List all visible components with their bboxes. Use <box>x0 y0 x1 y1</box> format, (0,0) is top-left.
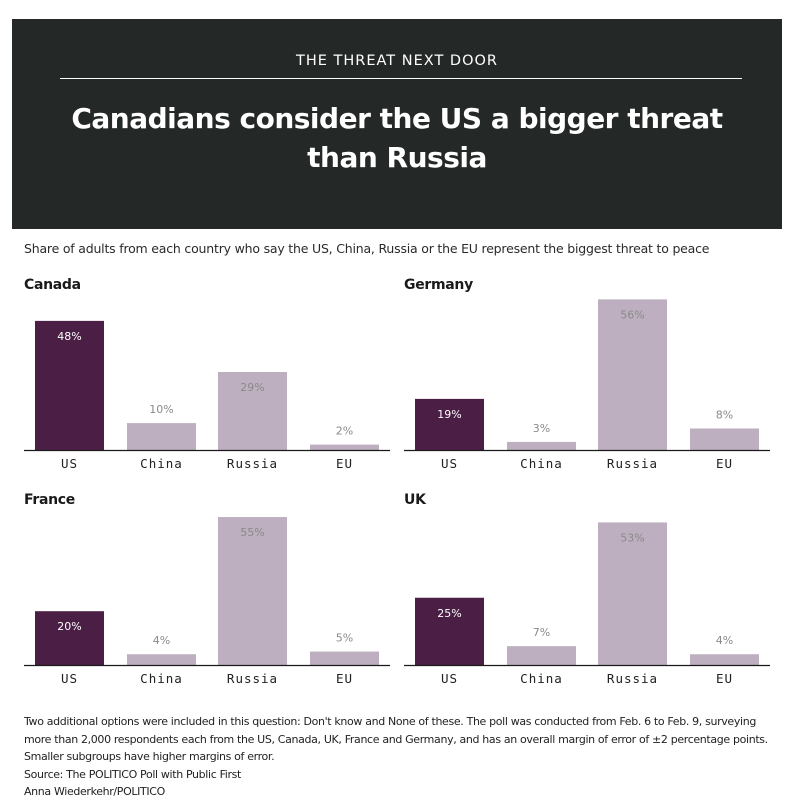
panel-title-france: France <box>24 492 75 508</box>
tick-label-france-us: US <box>61 671 78 686</box>
bar-germany-us <box>415 398 484 450</box>
bar-canada-russia <box>218 371 287 450</box>
tick-label-uk-eu: EU <box>716 671 733 686</box>
tick-label-germany-russia: Russia <box>607 456 658 471</box>
bar-uk-russia <box>598 522 667 665</box>
chart-canada: 48% US 10% China 29% Russia 2% EU <box>24 320 390 471</box>
value-label-uk-russia: 53% <box>620 531 644 544</box>
tick-label-canada-china: China <box>140 456 183 471</box>
tick-label-germany-us: US <box>441 456 458 471</box>
bar-germany-eu <box>690 428 759 450</box>
tick-label-germany-china: China <box>520 456 563 471</box>
tick-label-canada-us: US <box>61 456 78 471</box>
bar-france-russia <box>218 517 287 665</box>
bar-france-us <box>35 611 104 665</box>
panel-title-canada: Canada <box>24 277 81 293</box>
header-banner: THE THREAT NEXT DOOR Canadians consider … <box>12 19 782 229</box>
bar-germany-china <box>507 441 576 450</box>
tick-label-france-russia: Russia <box>227 671 278 686</box>
chart-germany: 19% US 3% China 56% Russia 8% EU <box>404 299 770 471</box>
tick-label-uk-china: China <box>520 671 563 686</box>
value-label-france-eu: 5% <box>336 632 353 645</box>
page-title: Canadians consider the US a bigger threa… <box>71 102 723 174</box>
value-label-canada-eu: 2% <box>336 425 353 438</box>
value-label-germany-eu: 8% <box>716 408 733 421</box>
tick-label-france-china: China <box>140 671 183 686</box>
bar-canada-us <box>35 320 104 450</box>
kicker: THE THREAT NEXT DOOR <box>295 53 498 69</box>
value-label-uk-china: 7% <box>533 626 550 639</box>
value-label-germany-china: 3% <box>533 422 550 435</box>
value-label-france-china: 4% <box>153 634 170 647</box>
value-label-uk-eu: 4% <box>716 634 733 647</box>
value-label-france-russia: 55% <box>240 526 264 539</box>
bar-france-eu <box>310 651 379 665</box>
chart-notes: Two additional options were included in … <box>24 713 774 801</box>
header-divider <box>60 78 742 79</box>
panel-title-germany: Germany <box>404 277 473 293</box>
tick-label-canada-eu: EU <box>336 456 353 471</box>
source-note: Source: The POLITICO Poll with Public Fi… <box>24 767 241 781</box>
chart-subtitle: Share of adults from each country who sa… <box>24 241 710 256</box>
tick-label-uk-russia: Russia <box>607 671 658 686</box>
tick-label-germany-eu: EU <box>716 456 733 471</box>
value-label-canada-us: 48% <box>57 330 81 343</box>
chart-france: 20% US 4% China 55% Russia 5% EU <box>24 517 390 686</box>
bar-germany-russia <box>598 299 667 450</box>
value-label-france-us: 20% <box>57 620 81 633</box>
tick-label-uk-us: US <box>441 671 458 686</box>
value-label-germany-us: 19% <box>437 408 461 421</box>
bar-canada-china <box>127 423 196 450</box>
methodology-note: Two additional options were included in … <box>24 715 768 763</box>
tick-label-france-eu: EU <box>336 671 353 686</box>
credit-note: Anna Wiederkehr/POLITICO <box>24 785 165 798</box>
value-label-canada-china: 10% <box>149 403 173 416</box>
bar-canada-eu <box>310 444 379 450</box>
value-label-uk-us: 25% <box>437 607 461 620</box>
bar-uk-us <box>415 597 484 665</box>
value-label-canada-russia: 29% <box>240 381 264 394</box>
bar-france-china <box>127 654 196 665</box>
bar-uk-eu <box>690 654 759 665</box>
bar-uk-china <box>507 646 576 665</box>
panel-title-uk: UK <box>404 492 426 508</box>
tick-label-canada-russia: Russia <box>227 456 278 471</box>
chart-uk: 25% US 7% China 53% Russia 4% EU <box>404 522 770 686</box>
value-label-germany-russia: 56% <box>620 308 644 321</box>
